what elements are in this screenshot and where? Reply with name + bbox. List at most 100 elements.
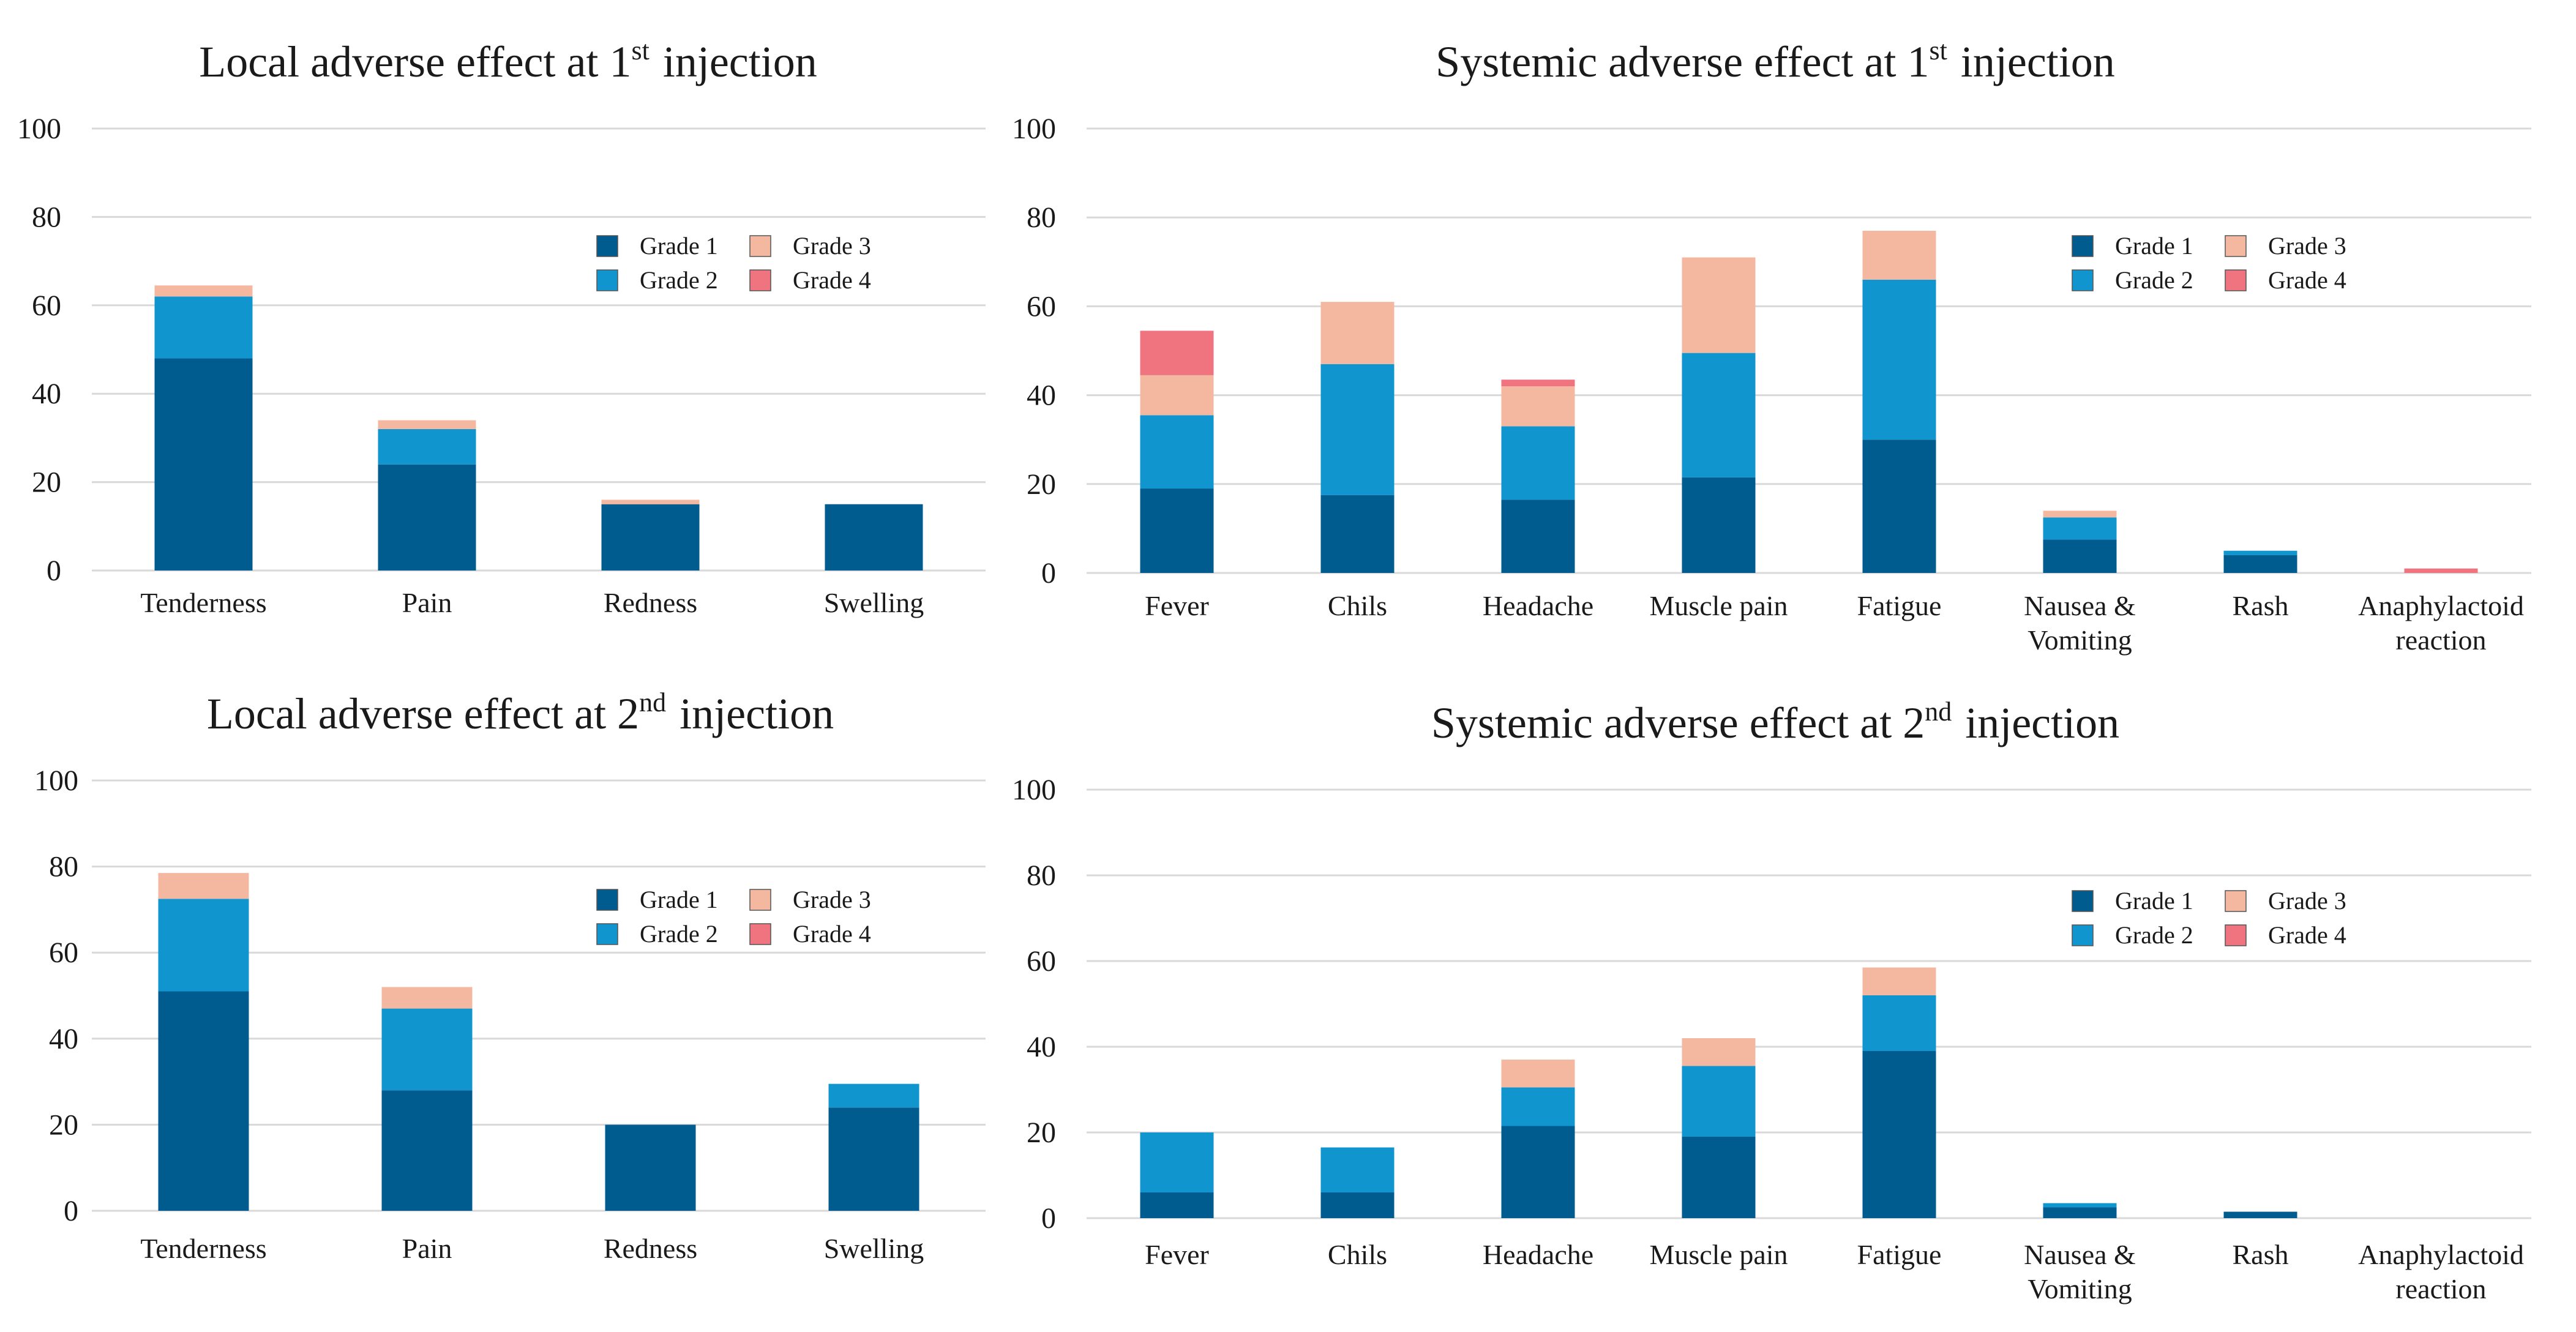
category-label: Vomiting — [2027, 1273, 2132, 1304]
chart-title: Systemic adverse effect at 1st injection — [1436, 36, 2115, 86]
category-label: Fever — [1145, 590, 1209, 621]
category-label: Rash — [2233, 1239, 2289, 1270]
bar-segment-grade-1 — [1682, 1137, 1756, 1218]
y-tick-label: 60 — [32, 290, 61, 322]
y-tick-label: 100 — [17, 113, 61, 145]
category-label: Redness — [604, 1233, 697, 1264]
legend-label-grade-4: Grade 4 — [793, 920, 871, 948]
bar-segment-grade-1 — [2223, 1211, 2297, 1218]
bar-segment-grade-1 — [2043, 1207, 2117, 1218]
legend-label-grade-2: Grade 2 — [2115, 266, 2193, 294]
bar-segment-grade-1 — [2043, 539, 2117, 573]
y-tick-label: 100 — [1012, 774, 1056, 806]
bar-segment-grade-1 — [158, 991, 249, 1211]
bar-segment-grade-2 — [1501, 1087, 1575, 1126]
bar-segment-grade-1 — [154, 358, 253, 571]
bar-segment-grade-1 — [1682, 477, 1756, 573]
bar-segment-grade-2 — [2043, 1203, 2117, 1208]
y-tick-label: 0 — [1041, 1202, 1056, 1235]
y-tick-label: 80 — [32, 201, 61, 233]
y-tick-label: 40 — [32, 378, 61, 410]
bar-segment-grade-3 — [1501, 1060, 1575, 1088]
legend-label-grade-1: Grade 1 — [640, 886, 718, 913]
bar-segment-grade-4 — [2404, 568, 2478, 573]
y-tick-label: 0 — [64, 1195, 78, 1227]
bar-segment-grade-1 — [1140, 488, 1214, 573]
category-label: Tenderness — [140, 1233, 266, 1264]
bar-segment-grade-2 — [1682, 1066, 1756, 1137]
category-label: Redness — [604, 587, 697, 618]
legend-label-grade-2: Grade 2 — [640, 920, 718, 948]
bar-segment-grade-4 — [1501, 380, 1575, 387]
legend-swatch-grade-2 — [596, 923, 618, 945]
legend: Grade 1 Grade 2 Grade 3 Grade 4 — [596, 232, 871, 294]
legend-swatch-grade-3 — [2225, 890, 2247, 912]
bar-segment-grade-1 — [1862, 1051, 1936, 1218]
bar-segment-grade-1 — [1862, 440, 1936, 573]
y-tick-label: 20 — [1027, 468, 1056, 501]
legend-label-grade-3: Grade 3 — [2268, 887, 2346, 915]
category-label: Fatigue — [1857, 1239, 1942, 1270]
legend-label-grade-2: Grade 2 — [640, 266, 718, 294]
bar-segment-grade-3 — [1320, 302, 1395, 364]
bar-segment-grade-3 — [1682, 1038, 1756, 1066]
bar-segment-grade-3 — [158, 873, 249, 899]
y-tick-label: 80 — [1027, 859, 1056, 892]
category-label: Muscle pain — [1649, 1239, 1788, 1270]
legend-label-grade-1: Grade 1 — [640, 232, 718, 260]
legend-label-grade-1: Grade 1 — [2115, 232, 2193, 260]
y-tick-label: 60 — [49, 937, 78, 969]
category-label: Fatigue — [1857, 590, 1942, 621]
legend-swatch-grade-3 — [749, 889, 771, 911]
y-tick-label: 20 — [1027, 1117, 1056, 1149]
y-tick-label: 40 — [1027, 380, 1056, 412]
bar-segment-grade-2 — [1320, 364, 1395, 495]
category-label: Chils — [1328, 590, 1387, 621]
bar-segment-grade-4 — [1140, 331, 1214, 375]
legend-swatch-grade-4 — [2225, 269, 2247, 291]
legend-swatch-grade-3 — [2225, 235, 2247, 257]
bar-segment-grade-1 — [601, 504, 700, 571]
bar-segment-grade-3 — [154, 285, 253, 297]
chart-systemic-1: Systemic adverse effect at 1st injection 0… — [1012, 36, 2531, 656]
bar-segment-grade-2 — [1320, 1147, 1395, 1192]
category-label: Fever — [1145, 1239, 1209, 1270]
y-tick-label: 80 — [1027, 201, 1056, 234]
category-label: Headache — [1483, 590, 1593, 621]
bar-segment-grade-2 — [2223, 550, 2297, 555]
bar-segment-grade-1 — [378, 464, 476, 571]
legend-label-grade-4: Grade 4 — [2268, 266, 2346, 294]
category-label: reaction — [2395, 1273, 2486, 1304]
bar-segment-grade-2 — [1501, 426, 1575, 500]
y-tick-label: 60 — [1027, 290, 1056, 323]
legend-swatch-grade-1 — [2072, 235, 2094, 257]
legend-label-grade-3: Grade 3 — [793, 232, 871, 260]
category-label: Swelling — [824, 1233, 924, 1264]
bar-segment-grade-1 — [1320, 1192, 1395, 1218]
legend-label-grade-4: Grade 4 — [2268, 921, 2346, 949]
bar-segment-grade-3 — [378, 420, 476, 429]
legend-swatch-grade-2 — [2072, 269, 2094, 291]
category-label: Headache — [1483, 1239, 1593, 1270]
y-tick-label: 100 — [34, 765, 78, 797]
bar-segment-grade-1 — [2223, 555, 2297, 573]
chart-systemic-2: Systemic adverse effect at 2nd injection 0… — [1012, 697, 2531, 1304]
y-tick-label: 60 — [1027, 945, 1056, 978]
bar-segment-grade-2 — [154, 296, 253, 359]
bar-segment-grade-1 — [1140, 1192, 1214, 1218]
category-label: Anaphylactoid — [2358, 590, 2524, 621]
bar-segment-grade-3 — [1501, 386, 1575, 427]
bar-segment-grade-2 — [828, 1083, 919, 1108]
bar-segment-grade-1 — [605, 1124, 696, 1211]
bar-segment-grade-1 — [1501, 1126, 1575, 1218]
bar-segment-grade-1 — [1320, 495, 1395, 573]
bar-segment-grade-1 — [381, 1090, 473, 1211]
bar-segment-grade-2 — [1140, 1132, 1214, 1192]
bar-segment-grade-1 — [825, 504, 923, 571]
legend-label-grade-1: Grade 1 — [2115, 887, 2193, 915]
legend-label-grade-3: Grade 3 — [793, 886, 871, 913]
bar-segment-grade-3 — [1140, 375, 1214, 416]
chart-local-1: Local adverse effect at 1st injection 0 20 4… — [17, 36, 986, 618]
legend-swatch-grade-3 — [749, 235, 771, 257]
bar-segment-grade-3 — [1682, 257, 1756, 353]
